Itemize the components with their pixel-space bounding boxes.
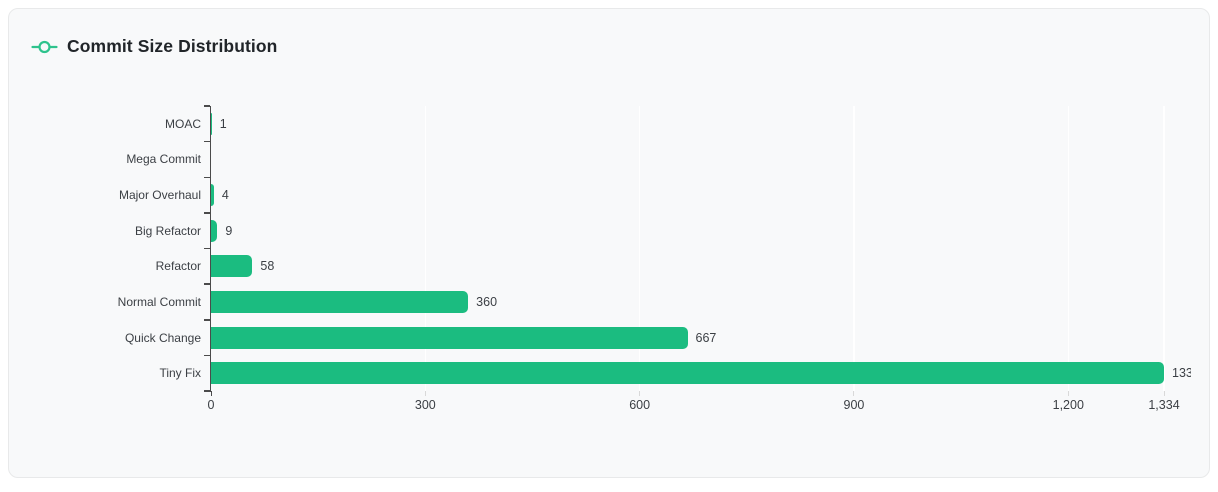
grid-line <box>424 106 427 391</box>
x-tick-label: 600 <box>629 398 651 412</box>
bar-value-label: 1334 <box>1172 366 1191 381</box>
y-axis-tick <box>204 247 210 250</box>
grid-line <box>638 106 641 391</box>
category-label: Normal Commit <box>117 294 201 309</box>
card-header: Commit Size Distribution <box>31 36 277 57</box>
x-axis-tick <box>210 391 212 396</box>
chart-title: Commit Size Distribution <box>67 36 278 56</box>
x-axis-tick <box>639 391 641 396</box>
category-label: Quick Change <box>124 330 201 345</box>
bar-value-label: 667 <box>695 330 717 345</box>
bar[interactable] <box>211 112 212 135</box>
bar-value-label: 58 <box>260 259 275 274</box>
x-axis-tick <box>424 391 426 396</box>
y-axis-tick <box>204 212 210 214</box>
category-label: Mega Commit <box>126 152 201 167</box>
x-tick-label: 900 <box>843 398 865 412</box>
y-axis-tick <box>204 319 210 321</box>
x-tick-label: 1,200 <box>1052 398 1084 412</box>
grid-line <box>1067 106 1070 391</box>
x-tick-label: 0 <box>207 398 215 412</box>
y-axis-tick <box>204 390 210 392</box>
git-commit-icon <box>31 39 58 55</box>
bar[interactable] <box>211 255 253 278</box>
grid-line <box>853 106 855 391</box>
category-label: Refactor <box>155 259 201 274</box>
bar-chart: MOAC 1 Mega Commit Major Overhaul 4 Big Refac… <box>9 9 1191 464</box>
y-axis-tick <box>204 354 210 357</box>
category-label: Tiny Fix <box>159 366 201 381</box>
commit-size-distribution-card: Commit Size Distribution MOAC 1 Mega Commi… <box>8 8 1210 478</box>
category-label: MOAC <box>165 116 201 131</box>
grid-line <box>1163 106 1165 391</box>
bar[interactable] <box>211 326 688 349</box>
bar-value-label: 9 <box>225 223 233 238</box>
bar[interactable] <box>211 219 218 242</box>
x-tick-label: 1,334 <box>1148 398 1180 412</box>
bar-value-label: 4 <box>221 188 229 203</box>
y-axis-line <box>209 106 211 392</box>
bar-value-label: 360 <box>476 294 498 309</box>
y-axis-tick <box>204 283 210 285</box>
bar[interactable] <box>211 362 1164 385</box>
bar-value-label: 1 <box>219 116 227 131</box>
y-axis-tick <box>204 176 210 178</box>
bar[interactable] <box>211 184 214 207</box>
category-label: Big Refactor <box>134 223 201 238</box>
y-axis-tick <box>204 140 210 143</box>
x-axis-tick <box>1067 391 1069 396</box>
bar[interactable] <box>211 290 469 313</box>
y-axis-tick <box>204 105 210 107</box>
x-axis-tick <box>1163 391 1165 396</box>
x-axis-tick <box>853 391 855 396</box>
category-label: Major Overhaul <box>118 188 201 203</box>
x-tick-label: 300 <box>414 398 436 412</box>
